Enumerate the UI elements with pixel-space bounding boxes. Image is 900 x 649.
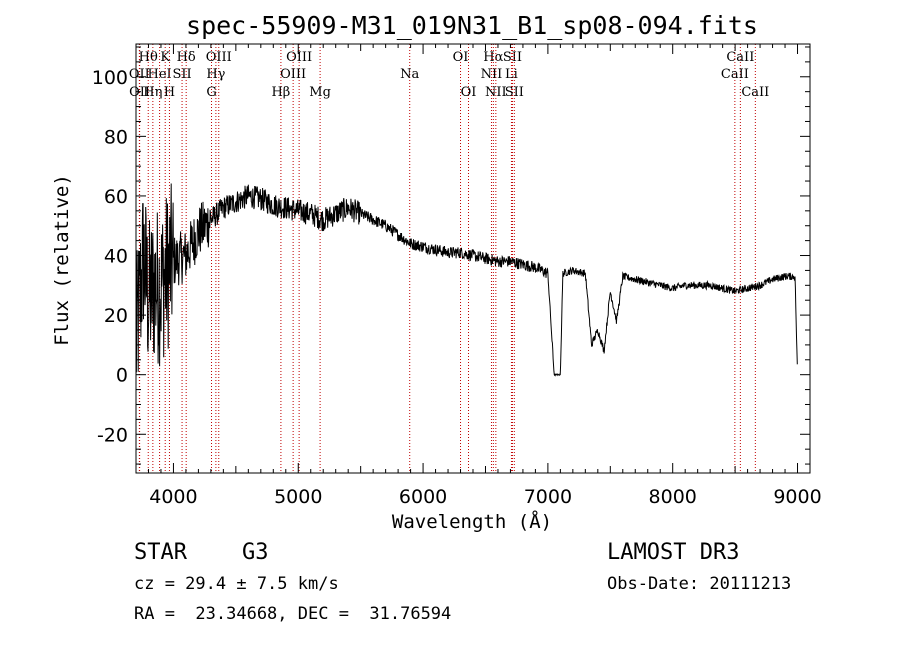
survey-name: LAMOST DR3 <box>607 540 740 565</box>
spectral-line-label: Li <box>505 67 518 82</box>
spectral-line-label: Hα <box>483 50 503 65</box>
spectral-line-label: CaII <box>741 85 769 100</box>
y-tick-label: 0 <box>116 365 128 387</box>
spectral-line-label: HeI <box>148 67 172 82</box>
spectral-line-label: NII <box>481 67 503 82</box>
spectral-line-label: OI <box>453 50 469 65</box>
spectral-line-label: OIII <box>286 50 312 65</box>
x-axis-label: Wavelength (Å) <box>392 510 552 533</box>
x-tick-label: 6000 <box>399 486 447 508</box>
plot-frame <box>135 43 811 474</box>
y-tick-label: -20 <box>97 424 128 446</box>
y-tick-label: 60 <box>104 186 128 208</box>
spectral-line-label: Hη <box>143 85 162 100</box>
spectral-line-label: G <box>206 85 216 100</box>
y-tick-label: 100 <box>92 67 128 89</box>
x-tick-label: 9000 <box>773 486 821 508</box>
spectral-line-label: Hδ <box>177 50 196 65</box>
object-class: STAR <box>134 540 187 565</box>
y-axis-label: Flux (relative) <box>51 174 73 346</box>
spectral-line-label: CaII <box>721 67 749 82</box>
x-tick-label: 7000 <box>524 486 572 508</box>
coordinates: RA = 23.34668, DEC = 31.76594 <box>134 604 452 624</box>
spectral-line-label: H <box>164 85 175 100</box>
spectral-line-label: OIII <box>206 50 232 65</box>
spectral-line-label: SII <box>505 85 524 100</box>
spectral-line-label: OI <box>461 85 477 100</box>
chart-title: spec-55909-M31_019N31_B1_sp08-094.fits <box>186 11 758 40</box>
spectral-line-label: Na <box>400 67 419 82</box>
spectral-line-label: Hθ <box>139 50 158 65</box>
y-tick-label: 40 <box>104 246 128 268</box>
spectral-line-label: SII <box>503 50 522 65</box>
spectrum-series-line <box>135 183 798 377</box>
spectral-line-label: Hγ <box>206 67 225 82</box>
x-tick-label: 8000 <box>649 486 697 508</box>
y-tick-label: 80 <box>104 126 128 148</box>
spectral-line-label: Mg <box>309 85 331 100</box>
spectral-line-label: K <box>160 50 170 65</box>
spectral-subclass: G3 <box>242 540 269 565</box>
y-tick-label: 20 <box>104 305 128 327</box>
spectral-line-label: CaII <box>726 50 754 65</box>
spectral-line-label: OII <box>129 85 150 100</box>
redshift-value: cz = 29.4 ± 7.5 km/s <box>134 574 339 594</box>
spectral-line-label: OIII <box>280 67 306 82</box>
observation-date: Obs-Date: 20111213 <box>607 574 792 594</box>
x-tick-label: 4000 <box>149 486 197 508</box>
spectral-line-label: Hβ <box>271 85 290 100</box>
spectral-line-label: SII <box>172 67 191 82</box>
x-tick-label: 5000 <box>274 486 322 508</box>
spectral-line-label: NII <box>485 85 507 100</box>
ticks-layer: 4000 5000 6000 7000 8000 9000 -20 0 20 40 60 80 100 <box>92 44 822 508</box>
